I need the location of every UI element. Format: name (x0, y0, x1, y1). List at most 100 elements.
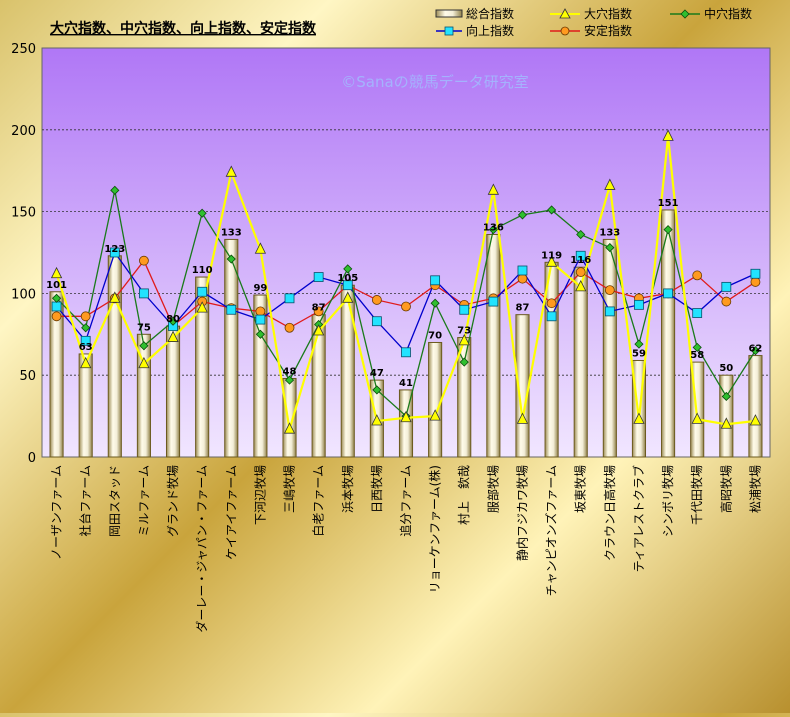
x-tick-label: 三嶋牧場 (283, 465, 297, 513)
y-tick-label: 100 (11, 287, 36, 302)
bar-value-label: 151 (658, 198, 679, 209)
x-tick-label: 浜本牧場 (341, 465, 355, 513)
bar-total (748, 355, 763, 458)
marker-koujou (139, 288, 149, 299)
x-tick-label: クラウン日高牧場 (602, 465, 617, 561)
x-tick-label: チャンピオンズファーム (544, 465, 559, 596)
marker-ooana (138, 356, 150, 369)
x-tick-label: 松浦牧場 (748, 465, 762, 513)
marker-ooana (342, 291, 354, 303)
bar-value-label: 101 (46, 280, 67, 291)
marker-ooana (400, 410, 412, 423)
marker-nakaana (343, 264, 353, 274)
bar-value-label: 133 (599, 227, 620, 238)
legend-ooana-label: 大穴指数 (584, 6, 632, 21)
bar-value-label: 87 (516, 303, 530, 314)
bar-total (165, 325, 181, 458)
marker-nakaana (430, 298, 440, 308)
marker-nakaana (51, 293, 62, 303)
marker-ooana (604, 178, 616, 190)
bar-value-label: 99 (253, 283, 267, 294)
marker-nakaana (576, 229, 586, 240)
legend-antei-marker (560, 26, 570, 36)
bar-value-label: 123 (104, 244, 125, 255)
marker-nakaana (255, 329, 265, 339)
marker-nakaana (459, 357, 469, 367)
marker-koujou (517, 265, 528, 276)
marker-nakaana (81, 323, 91, 333)
marker-koujou (721, 281, 732, 292)
bar-total (224, 238, 239, 458)
x-tick-label: 千代田牧場 (690, 465, 704, 525)
legend-antei-label: 安定指数 (584, 23, 632, 38)
marker-nakaana (139, 341, 149, 351)
marker-ooana (458, 333, 470, 346)
gridlines (42, 129, 770, 376)
y-tick-label: 0 (28, 451, 36, 466)
marker-antei (80, 311, 91, 322)
marker-koujou (692, 308, 703, 318)
marker-koujou (604, 306, 615, 317)
marker-ooana (371, 414, 383, 426)
marker-antei (139, 255, 149, 266)
legend-nakaana-label: 中穴指数 (704, 6, 752, 21)
legend-ooana-marker (559, 8, 571, 19)
marker-antei (255, 306, 266, 317)
bar-total (398, 389, 414, 458)
x-tick-label: 社台ファーム (78, 465, 93, 537)
bar-value-label: 133 (221, 227, 242, 238)
marker-ooana (545, 255, 558, 267)
x-tick-label: 下河辺牧場 (253, 465, 267, 525)
chart-title: 大穴指数、中穴指数、向上指数、安定指数 (50, 20, 317, 37)
marker-nakaana (168, 316, 178, 326)
marker-ooana (575, 279, 587, 292)
bar-value-label: 105 (337, 273, 358, 284)
marker-ooana (80, 356, 92, 369)
marker-nakaana (517, 210, 528, 220)
marker-antei (692, 270, 703, 281)
legend-koujou-marker (444, 26, 454, 36)
bar-value-label: 70 (428, 330, 442, 341)
legend-total-label: 総合指数 (466, 6, 514, 21)
marker-koujou (342, 280, 353, 291)
marker-koujou (750, 268, 761, 279)
marker-ooana (516, 412, 529, 424)
marker-koujou (546, 311, 557, 322)
bar-value-label: 73 (457, 326, 471, 337)
marker-nakaana (284, 375, 295, 385)
y-tick-label: 250 (11, 42, 36, 57)
marker-antei (51, 311, 62, 322)
plot-area (41, 47, 771, 458)
bar-value-label: 75 (137, 322, 151, 333)
bar-total (428, 341, 443, 458)
bar-value-label: 62 (748, 344, 762, 355)
x-tick-label: ティアレストクラブ (631, 465, 646, 572)
bar-value-label: 110 (192, 265, 213, 276)
marker-ooana (225, 165, 237, 177)
x-tick-label: ダーレー・ジャパン・ファーム (194, 465, 209, 633)
bar-value-label: 87 (312, 303, 326, 314)
marker-koujou (575, 250, 586, 261)
bar-value-label: 59 (632, 348, 646, 359)
marker-koujou (663, 288, 673, 299)
marker-ooana (167, 330, 179, 342)
marker-ooana (749, 414, 762, 426)
x-tick-label: 服部牧場 (485, 465, 500, 513)
marker-antei (546, 298, 557, 309)
marker-koujou (313, 272, 324, 282)
marker-nakaana (372, 385, 382, 395)
marker-koujou (80, 335, 91, 346)
marker-antei (721, 296, 732, 307)
marker-koujou (430, 275, 441, 286)
marker-ooana (691, 412, 703, 424)
marker-antei (575, 267, 586, 278)
marker-koujou (255, 314, 266, 325)
marker-nakaana (692, 342, 702, 352)
marker-nakaana (488, 225, 498, 235)
bar-value-label: 136 (483, 223, 504, 234)
marker-ooana (283, 422, 296, 434)
bar-value-label: 47 (370, 368, 384, 379)
marker-koujou (488, 296, 499, 307)
